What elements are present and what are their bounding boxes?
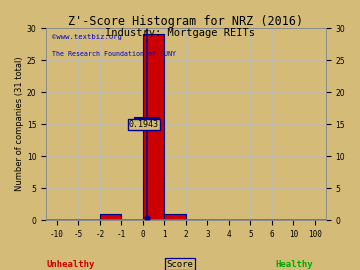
Bar [100,214,121,220]
Text: Industry: Mortgage REITs: Industry: Mortgage REITs [105,28,255,38]
Text: ©www.textbiz.org: ©www.textbiz.org [52,34,122,40]
Bar [165,214,186,220]
Text: The Research Foundation of SUNY: The Research Foundation of SUNY [52,51,176,57]
Text: Score: Score [167,260,193,269]
Y-axis label: Number of companies (31 total): Number of companies (31 total) [15,57,24,191]
Text: Unhealthy: Unhealthy [47,260,95,269]
Text: Healthy: Healthy [275,260,313,269]
Text: 0.1943: 0.1943 [129,120,159,129]
Bar [143,34,165,220]
Title: Z'-Score Histogram for NRZ (2016): Z'-Score Histogram for NRZ (2016) [68,15,303,28]
